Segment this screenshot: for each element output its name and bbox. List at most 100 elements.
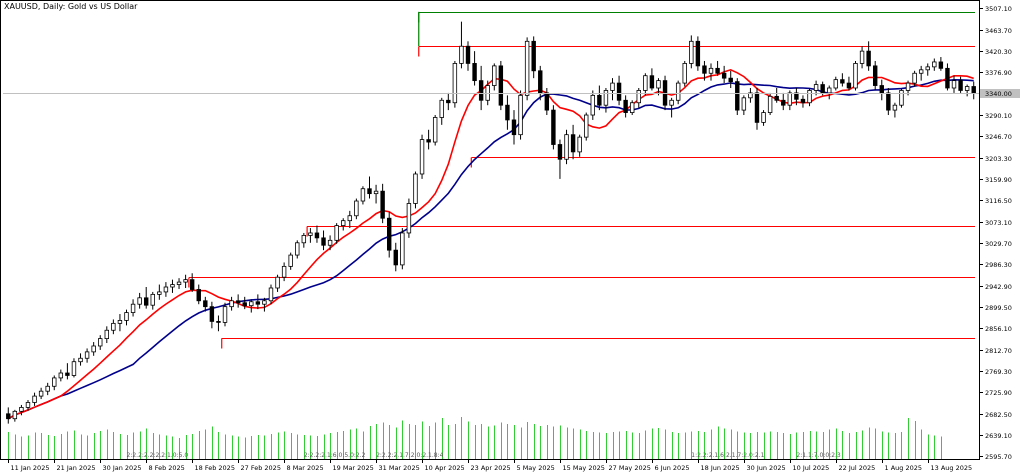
volume-bars — [8, 416, 942, 459]
y-tick-label: 2639.10 — [985, 432, 1012, 440]
candle-body — [872, 65, 878, 86]
candle-body — [623, 99, 628, 113]
candle-body — [846, 82, 852, 89]
candle-body — [971, 86, 976, 94]
candle-body — [932, 61, 937, 68]
x-tick-label: 1 Aug 2025 — [885, 464, 923, 472]
candle-body — [892, 104, 898, 111]
y-tick-label: 3420.30 — [985, 48, 1012, 56]
candle-body — [157, 291, 162, 295]
candle-body — [327, 239, 333, 246]
candle-body — [163, 286, 169, 293]
price-axis[interactable]: 3507.103463.703420.303376.903333.503290.… — [979, 5, 1020, 461]
candle-body — [603, 90, 609, 106]
candle-body — [951, 80, 957, 89]
candle-body — [511, 119, 517, 136]
candle-body — [19, 407, 24, 412]
candle-body — [912, 72, 917, 84]
x-tick-label: 22 Jul 2025 — [839, 464, 876, 472]
candle-body — [478, 80, 484, 101]
candle-body — [538, 70, 543, 94]
candle-body — [840, 79, 845, 84]
candle-body — [255, 301, 261, 305]
candle-body — [52, 377, 57, 387]
candle-body — [754, 92, 760, 123]
candle-body — [242, 302, 247, 307]
candle-body — [268, 287, 274, 302]
candle-body — [465, 45, 471, 64]
candle-body — [78, 357, 83, 363]
candle-body — [544, 92, 550, 111]
candle-body — [222, 306, 228, 323]
candle-body — [183, 279, 188, 283]
candle-body — [531, 40, 536, 72]
candle-body — [117, 320, 123, 324]
candle-body — [452, 63, 458, 104]
candle-body — [249, 301, 254, 307]
candle-body — [761, 112, 766, 123]
candle-body — [98, 338, 103, 347]
volume-label: 1:2.2:2.1.6:2.1.7:2.0:2.1 — [691, 452, 764, 459]
candle-body — [367, 188, 372, 195]
candle-body — [570, 134, 576, 153]
candle-body — [886, 92, 891, 111]
candle-body — [820, 84, 825, 94]
candle-body — [669, 99, 674, 106]
candle-body — [794, 92, 799, 100]
candle-body — [275, 276, 280, 289]
candle-body — [104, 329, 110, 340]
candle-body — [964, 86, 970, 91]
x-tick-label: 11 Jan 2025 — [11, 464, 50, 472]
candle-body — [853, 63, 858, 89]
candle-body — [400, 232, 405, 266]
y-tick-label: 2812.70 — [985, 347, 1012, 355]
candle-body — [203, 300, 208, 308]
candle-body — [597, 94, 602, 106]
x-tick-label: 6 Jun 2025 — [655, 464, 690, 472]
y-tick-label: 2856.10 — [985, 325, 1012, 333]
candlesticks — [6, 21, 976, 424]
candle-body — [492, 65, 497, 86]
candle-body — [781, 99, 786, 106]
candle-body — [616, 82, 622, 101]
candle-body — [6, 413, 11, 420]
candle-body — [439, 99, 444, 118]
y-tick-label: 3246.70 — [985, 133, 1012, 141]
candle-body — [137, 297, 142, 305]
current-price-label: 3340.00 — [985, 90, 1012, 98]
y-tick-label: 3507.10 — [985, 5, 1012, 13]
candle-body — [295, 242, 300, 256]
candle-body — [485, 85, 490, 101]
volume-label: 2:2.2:2.1.7:2.0:2.1.8:4 — [376, 452, 444, 459]
y-tick-label: 3203.30 — [985, 155, 1012, 163]
fast-moving-average — [7, 68, 974, 420]
candle-body — [643, 75, 648, 91]
candle-body — [498, 65, 504, 106]
slow-moving-average — [7, 78, 974, 420]
candle-body — [150, 293, 155, 306]
candle-body — [767, 95, 773, 113]
candle-body — [610, 82, 615, 91]
x-tick-label: 8 Mar 2025 — [287, 464, 324, 472]
candle-body — [196, 289, 201, 302]
y-tick-label: 3290.10 — [985, 112, 1012, 120]
candle-body — [675, 82, 681, 101]
candle-body — [859, 50, 865, 64]
candle-body — [524, 40, 530, 96]
candle-body — [111, 322, 116, 331]
candle-body — [918, 69, 924, 74]
candle-body — [695, 40, 701, 67]
time-axis[interactable]: 11 Jan 2025 21 Jan 2025 30 Jan 2025 8 Feb 2… — [8, 459, 973, 472]
candle-body — [557, 144, 563, 160]
x-tick-label: 31 Mar 2025 — [379, 464, 420, 472]
x-tick-label: 19 Mar 2025 — [333, 464, 374, 472]
candle-body — [189, 279, 195, 290]
candle-body — [130, 303, 136, 313]
y-tick-label: 3159.90 — [985, 176, 1012, 184]
level-lines — [188, 11, 975, 349]
candle-body — [787, 92, 793, 106]
candle-body — [419, 139, 425, 175]
candle-body — [32, 395, 37, 403]
candle-body — [321, 237, 326, 246]
y-tick-label: 2899.50 — [985, 304, 1012, 312]
